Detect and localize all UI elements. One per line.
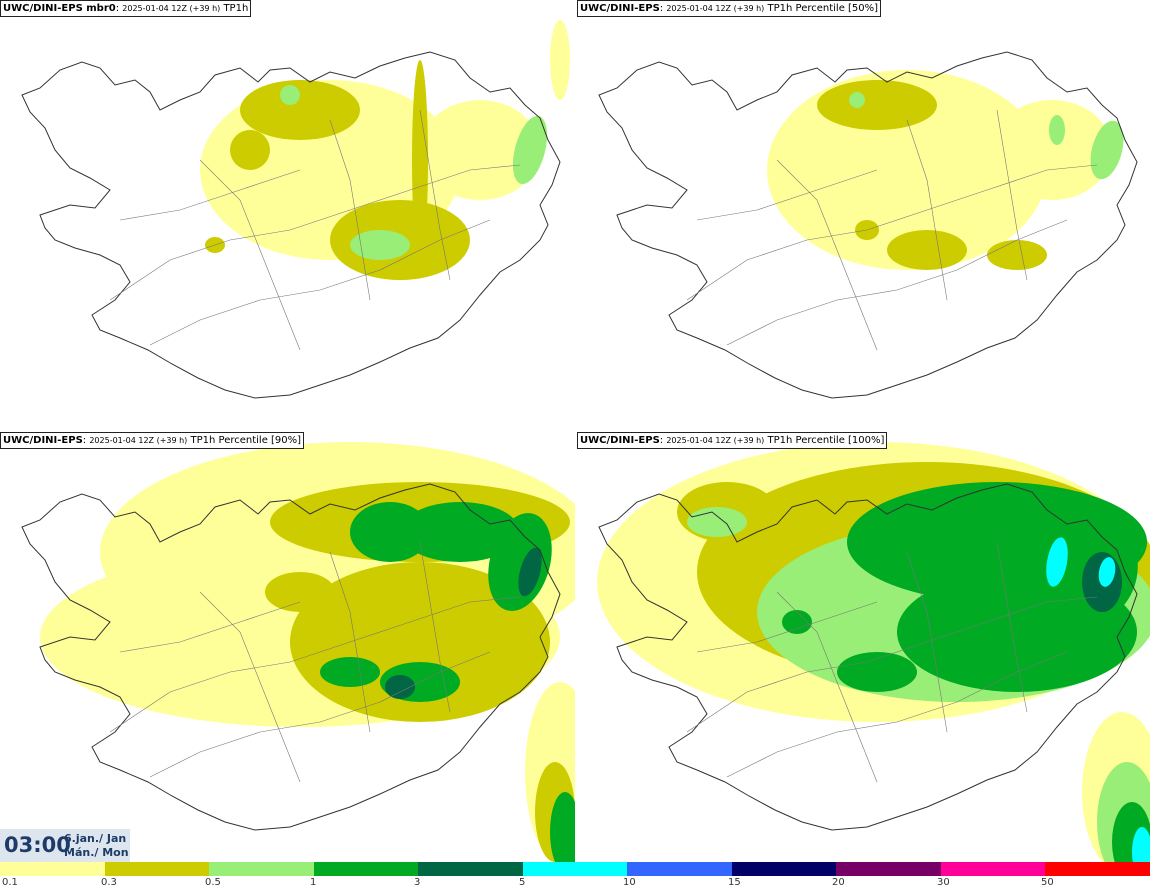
valid-time-box: 03:00 6.jan./ Jan Mán./ Mon [0, 829, 130, 862]
road-line [419, 109, 451, 281]
road-line [996, 109, 1028, 281]
precip-area [280, 85, 300, 105]
colorbar-tick-label: 20 [832, 877, 845, 888]
precip-area [1046, 537, 1068, 587]
precip-map [598, 51, 1138, 399]
colorbar-tick-label: 30 [937, 877, 950, 888]
precip-area [1090, 120, 1124, 180]
colorbar-swatch [1045, 862, 1150, 876]
colorbar-tick-label: 0.5 [205, 877, 221, 888]
road-line [119, 169, 301, 221]
road-line [199, 591, 301, 783]
road-line [906, 119, 948, 301]
road-line [686, 596, 1098, 733]
colorbar-swatch [313, 862, 419, 876]
map-panel-p50: UWC/DINI-EPS: 2025-01-04 12Z (+39 h) TP1… [577, 0, 1150, 430]
map-panel-p100: UWC/DINI-EPS: 2025-01-04 12Z (+39 h) TP1… [577, 432, 1150, 862]
valid-date-line2: Mán./ Mon [64, 846, 129, 859]
precip-area [512, 115, 548, 185]
precip-area [488, 513, 552, 611]
road-line [996, 541, 1028, 713]
precip-area [1098, 557, 1116, 587]
road-line [419, 541, 451, 713]
colorbar-tick-label: 0.1 [2, 877, 18, 888]
precip-map [21, 442, 575, 862]
colorbar-tick-label: 5 [519, 877, 526, 888]
precip-area [412, 60, 428, 260]
precip-area [350, 502, 430, 562]
colorbar-tick-label: 0.3 [101, 877, 117, 888]
colorbar-swatch [104, 862, 210, 876]
precip-area [837, 652, 917, 692]
precip-area [987, 240, 1047, 270]
precip-area [992, 100, 1112, 200]
precip-area [350, 230, 410, 260]
road-line [696, 169, 878, 221]
precip-area [817, 80, 937, 130]
colorbar-tick-label: 10 [623, 877, 636, 888]
colorbar-tick-label: 50 [1041, 877, 1054, 888]
colorbar-swatch [836, 862, 941, 876]
iceland-outline [598, 51, 1138, 399]
precip-area [265, 572, 335, 612]
precip-area [887, 230, 967, 270]
colorbar-tick-labels: 0.1 0.3 0.5 1 3 5 10 15 20 30 50 [0, 876, 1150, 891]
panel-divider-horizontal [0, 430, 1150, 432]
valid-time: 03:00 [4, 833, 71, 857]
colorbar-tick-label: 15 [728, 877, 741, 888]
precip-area [1049, 115, 1065, 145]
colorbar-swatch [940, 862, 1046, 876]
iceland-outline [21, 51, 561, 399]
precip-area [518, 547, 542, 597]
precip-area [550, 20, 570, 100]
road-line [149, 219, 491, 346]
precip-area [385, 675, 415, 699]
colorbar-swatch [0, 862, 105, 876]
colorbar-tick-label: 1 [310, 877, 317, 888]
precip-area [240, 80, 360, 140]
precip-area [782, 610, 812, 634]
road-line [726, 219, 1068, 346]
road-line [726, 651, 1068, 778]
precip-map [21, 20, 570, 399]
colorbar-swatch [731, 862, 837, 876]
road-line [199, 159, 301, 351]
precip-area [849, 92, 865, 108]
valid-date-line1: 6.jan./ Jan [64, 832, 127, 845]
road-line [329, 551, 371, 733]
precip-area [420, 100, 540, 200]
precip-area [1132, 827, 1150, 862]
precip-area [320, 657, 380, 687]
precip-area [687, 507, 747, 537]
colorbar-tick-label: 3 [414, 877, 421, 888]
panel-title: UWC/DINI-EPS: 2025-01-04 12Z (+39 h) TP1… [0, 432, 305, 449]
colorbar-swatch [418, 862, 523, 876]
map-panel-mbr0: UWC/DINI-EPS mbr0: 2025-01-04 12Z (+39 h… [0, 0, 575, 430]
precip-area [550, 792, 575, 862]
road-line [686, 164, 1098, 301]
precip-area [230, 130, 270, 170]
road-line [906, 551, 948, 733]
road-line [776, 159, 878, 351]
panel-title: UWC/DINI-EPS: 2025-01-04 12Z (+39 h) TP1… [577, 0, 882, 17]
road-line [109, 164, 521, 301]
precip-area [400, 502, 520, 562]
precip-map [597, 442, 1150, 862]
road-line [119, 601, 301, 653]
road-line [109, 596, 521, 733]
road-line [329, 119, 371, 301]
colorbar-swatch [627, 862, 732, 876]
iceland-outline [21, 483, 561, 831]
precip-colorbar [0, 862, 1150, 876]
panel-title: UWC/DINI-EPS: 2025-01-04 12Z (+39 h) TP1… [577, 432, 888, 449]
colorbar-swatch [522, 862, 628, 876]
colorbar-swatch [209, 862, 314, 876]
iceland-outline [598, 483, 1138, 831]
road-line [696, 601, 878, 653]
road-line [776, 591, 878, 783]
road-line [149, 651, 491, 778]
map-panel-p90: UWC/DINI-EPS: 2025-01-04 12Z (+39 h) TP1… [0, 432, 575, 862]
panel-title: UWC/DINI-EPS mbr0: 2025-01-04 12Z (+39 h… [0, 0, 252, 17]
